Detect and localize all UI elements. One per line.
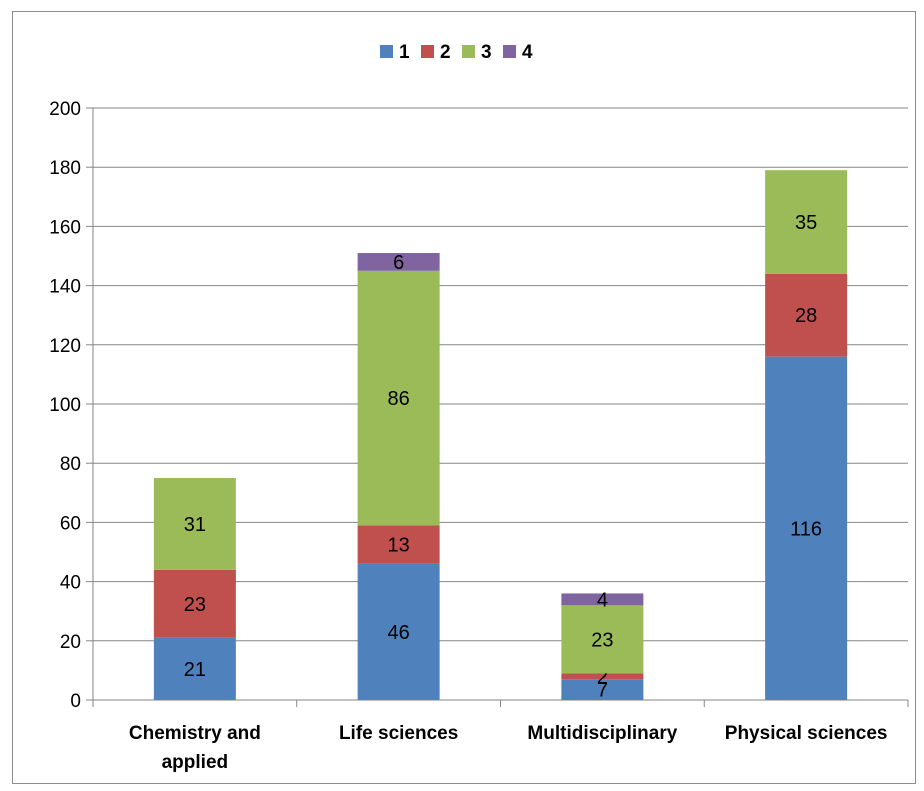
y-tick-label: 140 (49, 277, 81, 298)
y-tick-label: 40 (60, 573, 81, 594)
x-category-label: Chemistry and (129, 723, 261, 744)
data-label: 35 (795, 212, 817, 234)
bar-segment-series-3 (357, 270, 440, 526)
data-label: 6 (393, 252, 404, 274)
data-label: 46 (388, 622, 410, 644)
y-tick-label: 180 (49, 158, 81, 179)
bar-segment-series-4 (561, 593, 644, 606)
bar-segment-series-2 (765, 273, 848, 357)
data-label: 4 (597, 589, 608, 611)
y-tick-label: 100 (49, 395, 81, 416)
data-label: 28 (795, 305, 817, 327)
bar-segment-series-2 (357, 525, 440, 564)
y-tick-label: 80 (60, 454, 81, 475)
data-label: 13 (388, 535, 410, 557)
bar-segment-series-3 (765, 170, 848, 274)
legend-label: 1 (399, 42, 410, 63)
bar-segment-series-1 (561, 679, 644, 700)
x-category-label: Life sciences (339, 723, 458, 744)
bar-segment-series-2 (561, 673, 644, 680)
x-category-label: applied (162, 752, 229, 773)
bar-segment-series-3 (153, 478, 236, 570)
bar-segment-series-4 (357, 253, 440, 271)
bar-segment-series-1 (357, 563, 440, 700)
bar-segment-series-1 (153, 637, 236, 700)
legend-swatch (462, 45, 475, 58)
data-label: 23 (184, 594, 206, 616)
data-label: 116 (790, 518, 822, 540)
bar-segment-series-2 (153, 569, 236, 638)
data-label: 23 (591, 629, 613, 651)
data-label: 7 (597, 680, 608, 702)
legend-swatch (380, 45, 393, 58)
y-tick-label: 0 (70, 691, 81, 712)
y-tick-label: 60 (60, 513, 81, 534)
y-tick-label: 200 (49, 99, 81, 120)
legend-label: 3 (481, 42, 492, 63)
legend-label: 2 (440, 42, 451, 63)
x-category-label: Multidisciplinary (527, 723, 677, 744)
legend-label: 4 (522, 42, 533, 63)
legend-swatch (421, 45, 434, 58)
y-tick-label: 120 (49, 336, 81, 357)
data-label: 31 (184, 514, 206, 536)
data-label: 86 (388, 388, 410, 410)
bar-segment-series-3 (561, 605, 644, 674)
data-label: 21 (184, 659, 206, 681)
legend-swatch (503, 45, 516, 58)
bar-segment-series-1 (765, 356, 848, 700)
data-label: 2 (597, 666, 608, 688)
y-tick-label: 160 (49, 217, 81, 238)
x-category-label: Physical sciences (725, 723, 888, 744)
y-tick-label: 20 (60, 632, 81, 653)
